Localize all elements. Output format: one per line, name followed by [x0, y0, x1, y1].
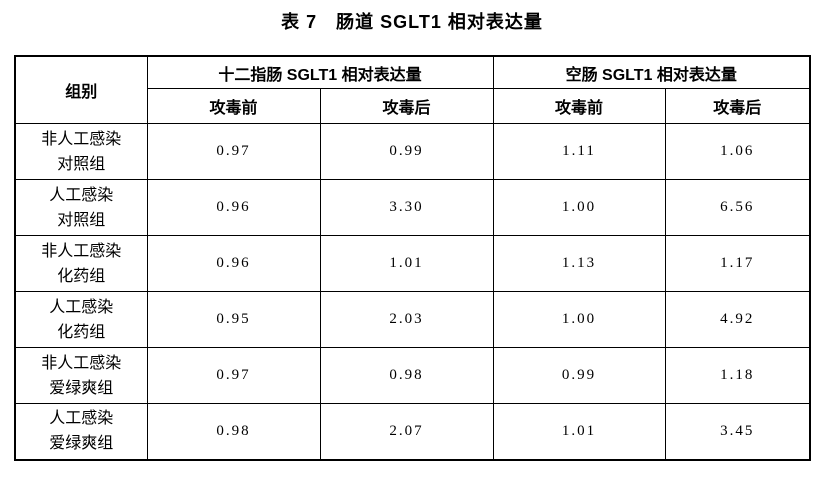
value-cell: 3.45 — [664, 403, 811, 460]
value-cell: 6.56 — [664, 179, 811, 236]
group-column-header: 组别 — [14, 55, 148, 124]
group-name-line: 人工感染 — [49, 298, 114, 316]
value-cell: 1.18 — [664, 347, 811, 404]
table-row: 非人工感染 化药组 0.96 1.01 1.13 1.17 — [14, 235, 811, 292]
table-row: 非人工感染 爱绿爽组 0.97 0.98 0.99 1.18 — [14, 347, 811, 404]
value-cell: 1.17 — [664, 235, 811, 292]
value-cell: 2.03 — [319, 291, 494, 348]
value-cell: 0.97 — [146, 123, 321, 180]
value-cell: 4.92 — [664, 291, 811, 348]
group-name-line: 化药组 — [57, 323, 106, 341]
table-row: 人工感染 爱绿爽组 0.98 2.07 1.01 3.45 — [14, 403, 811, 460]
duodenum-section-header: 十二指肠 SGLT1 相对表达量 — [146, 55, 494, 89]
value-cell: 0.99 — [319, 123, 494, 180]
group-name-line: 非人工感染 — [41, 130, 122, 148]
duodenum-pre-challenge-header: 攻毒前 — [146, 88, 321, 124]
table-row: 人工感染 对照组 0.96 3.30 1.00 6.56 — [14, 179, 811, 236]
group-name-line: 对照组 — [57, 155, 106, 173]
sglt1-expression-table: 组别 十二指肠 SGLT1 相对表达量 空肠 SGLT1 相对表达量 攻毒前 攻… — [14, 55, 811, 461]
group-name-line: 人工感染 — [49, 410, 114, 428]
header-row-subcolumns: 攻毒前 攻毒后 攻毒前 攻毒后 — [15, 88, 811, 124]
table-row: 人工感染 化药组 0.95 2.03 1.00 4.92 — [14, 291, 811, 348]
group-name-line: 非人工感染 — [41, 242, 122, 260]
group-name-line: 化药组 — [57, 267, 106, 285]
value-cell: 1.01 — [319, 235, 494, 292]
value-cell: 1.06 — [664, 123, 811, 180]
group-name-line: 对照组 — [57, 211, 106, 229]
value-cell: 1.01 — [492, 403, 666, 460]
group-name-cell: 人工感染 化药组 — [14, 291, 148, 348]
value-cell: 0.98 — [319, 347, 494, 404]
jejunum-post-challenge-header: 攻毒后 — [664, 88, 811, 124]
group-name-cell: 非人工感染 爱绿爽组 — [14, 347, 148, 404]
header-row-sections: 组别 十二指肠 SGLT1 相对表达量 空肠 SGLT1 相对表达量 — [14, 55, 811, 124]
group-name-cell: 非人工感染 化药组 — [14, 235, 148, 292]
group-name-line: 人工感染 — [49, 186, 114, 204]
group-name-line: 爱绿爽组 — [49, 435, 114, 453]
table-row: 非人工感染 对照组 0.97 0.99 1.11 1.06 — [14, 123, 811, 180]
value-cell: 0.95 — [146, 291, 321, 348]
jejunum-pre-challenge-header: 攻毒前 — [492, 88, 666, 124]
value-cell: 0.98 — [146, 403, 321, 460]
value-cell: 3.30 — [319, 179, 494, 236]
value-cell: 0.97 — [146, 347, 321, 404]
jejunum-section-header: 空肠 SGLT1 相对表达量 — [492, 55, 811, 89]
duodenum-post-challenge-header: 攻毒后 — [319, 88, 494, 124]
table-caption: 表 7 肠道 SGLT1 相对表达量 — [281, 12, 543, 32]
value-cell: 1.11 — [492, 123, 666, 180]
group-name-cell: 人工感染 对照组 — [14, 179, 148, 236]
group-name-cell: 人工感染 爱绿爽组 — [14, 403, 148, 460]
value-cell: 0.99 — [492, 347, 666, 404]
value-cell: 1.00 — [492, 179, 666, 236]
value-cell: 1.00 — [492, 291, 666, 348]
group-name-line: 爱绿爽组 — [49, 379, 114, 397]
value-cell: 1.13 — [492, 235, 666, 292]
group-name-cell: 非人工感染 对照组 — [14, 123, 148, 180]
group-name-line: 非人工感染 — [41, 354, 122, 372]
value-cell: 0.96 — [146, 235, 321, 292]
value-cell: 0.96 — [146, 179, 321, 236]
value-cell: 2.07 — [319, 403, 494, 460]
